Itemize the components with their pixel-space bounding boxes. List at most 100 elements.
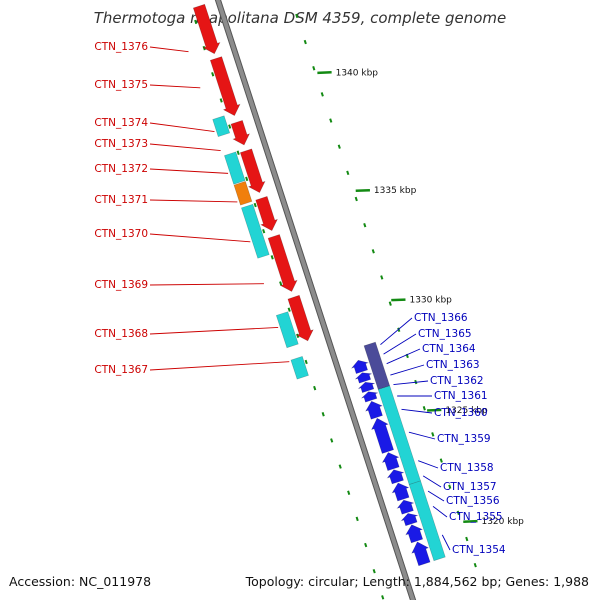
minor-tick — [372, 568, 376, 574]
reverse-gene-label: CTN_1359 — [437, 433, 491, 445]
minor-tick — [337, 144, 341, 149]
minor-tick — [287, 307, 291, 312]
minor-tick — [253, 202, 257, 208]
forward-gene-label: CTN_1372 — [94, 163, 148, 175]
minor-tick — [228, 124, 232, 129]
minor-tick — [354, 196, 358, 202]
forward-leader-line — [149, 143, 221, 151]
forward-gene-label: CTN_1368 — [94, 328, 148, 340]
minor-tick — [363, 222, 367, 228]
forward-gene-label: CTN_1376 — [94, 41, 148, 53]
minor-tick — [313, 385, 317, 391]
forward-leader-line — [149, 361, 290, 371]
genome-summary-text: Topology: circular; Length: 1,884,562 bp… — [245, 574, 589, 589]
reverse-gene-label: CTN_1365 — [418, 328, 472, 340]
forward-cds-arrow — [287, 294, 314, 342]
accession-text: Accession: NC_011978 — [9, 574, 151, 589]
minor-tick — [456, 510, 460, 516]
forward-leader-line — [149, 233, 251, 243]
minor-tick — [346, 170, 350, 176]
reverse-gene-label: CTN_1354 — [452, 544, 506, 556]
reverse-gene-label: CTN_1358 — [440, 462, 494, 474]
minor-tick — [194, 19, 198, 25]
rna-feature — [241, 203, 270, 259]
reverse-leader-line — [432, 505, 448, 518]
minor-tick — [304, 359, 308, 365]
forward-gene-label: CTN_1375 — [94, 79, 148, 91]
rna-feature — [408, 480, 446, 562]
reverse-leader-line — [390, 364, 425, 376]
reverse-leader-line — [418, 460, 439, 469]
minor-tick — [347, 490, 351, 495]
tick-label: 1320 kbp — [481, 517, 524, 527]
reverse-cds-arrow — [365, 400, 383, 420]
map-title: Thermotoga neapolitana DSM 4359, complet… — [94, 9, 507, 27]
minor-tick — [397, 327, 401, 332]
reverse-cds-arrow — [381, 452, 400, 471]
reverse-gene-label: CTN_1355 — [449, 511, 503, 523]
minor-tick — [296, 333, 300, 339]
reverse-leader-line — [427, 490, 445, 502]
reverse-gene-label: CTN_1366 — [414, 312, 468, 324]
forward-leader-line — [149, 199, 238, 203]
reverse-leader-line — [408, 431, 436, 440]
reverse-leader-line — [383, 333, 417, 355]
minor-tick — [473, 562, 477, 568]
minor-tick — [219, 98, 223, 103]
rna-feature — [290, 356, 309, 380]
reverse-cds-arrow — [405, 524, 424, 544]
forward-gene-label: CTN_1367 — [94, 364, 148, 376]
rna-feature — [275, 311, 299, 349]
forward-gene-label: CTN_1373 — [94, 138, 148, 150]
reverse-cds-arrow — [371, 417, 394, 454]
reverse-gene-label: CTN_1356 — [446, 495, 500, 507]
minor-tick — [431, 432, 435, 437]
reverse-gene-label: CTN_1363 — [426, 359, 480, 371]
forward-cds-arrow — [255, 196, 278, 232]
major-tick — [355, 188, 370, 193]
tick-label: 1325 kbp — [445, 406, 488, 416]
forward-leader-line — [149, 283, 264, 286]
reverse-leader-line — [380, 317, 413, 345]
forward-leader-line — [149, 168, 229, 174]
reverse-cds-arrow — [396, 499, 415, 515]
reverse-cds-arrow — [355, 372, 372, 384]
minor-tick — [371, 249, 375, 254]
minor-tick — [448, 484, 452, 489]
reverse-leader-line — [386, 348, 421, 365]
minor-tick — [465, 536, 469, 542]
rna-feature — [224, 151, 246, 185]
minor-tick — [320, 92, 324, 97]
minor-tick — [245, 176, 249, 182]
minor-tick — [439, 458, 443, 463]
forward-cds-arrow — [267, 234, 298, 292]
forward-cds-arrow — [209, 56, 241, 117]
reverse-gene-label: CTN_1362 — [430, 375, 484, 387]
minor-tick — [330, 438, 334, 443]
rna-feature — [212, 115, 231, 137]
minor-tick — [321, 412, 325, 417]
reverse-cds-arrow — [386, 469, 405, 485]
forward-leader-line — [149, 326, 279, 335]
reverse-cds-arrow — [361, 391, 378, 403]
reverse-cds-arrow — [358, 381, 375, 393]
other-feature — [233, 181, 253, 206]
forward-gene-label: CTN_1369 — [94, 279, 148, 291]
forward-leader-line — [149, 122, 215, 132]
major-tick — [317, 71, 332, 75]
forward-leader-line — [149, 84, 201, 89]
tick-label: 1330 kbp — [409, 296, 452, 306]
forward-cds-arrow — [230, 120, 251, 146]
minor-tick — [279, 281, 283, 286]
reverse-cds-arrow — [391, 482, 410, 502]
minor-tick — [422, 406, 426, 411]
minor-tick — [262, 228, 266, 234]
reverse-gene-label: CTN_1364 — [422, 343, 476, 355]
minor-tick — [312, 66, 316, 71]
minor-tick — [236, 150, 240, 155]
reverse-cds-arrow — [400, 513, 419, 527]
minor-tick — [329, 118, 333, 123]
minor-tick — [355, 516, 359, 522]
map-layer: 1340 kbp 1335 kbp 1330 kbp 1325 kbp 1320 kbp… — [94, 0, 524, 600]
minor-tick — [388, 301, 392, 306]
